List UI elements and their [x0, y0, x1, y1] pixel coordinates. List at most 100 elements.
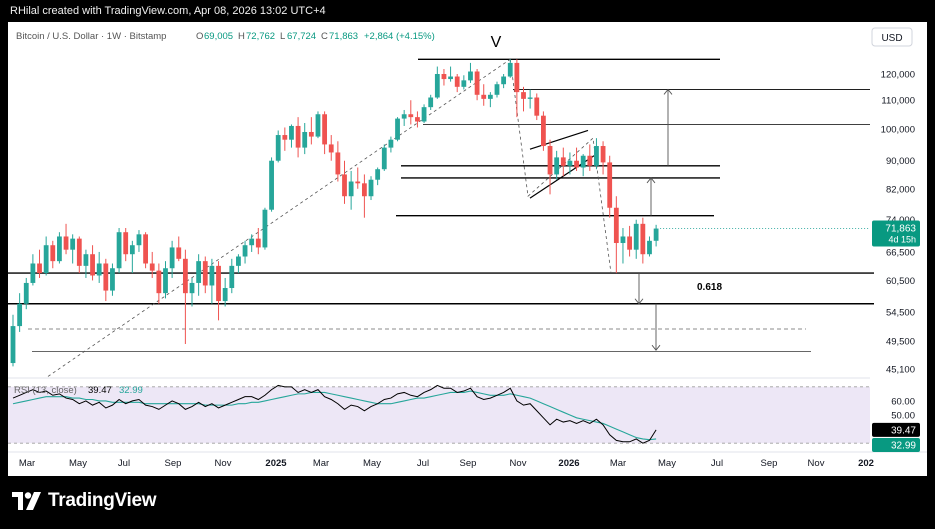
candle-body — [633, 223, 639, 250]
candle-body — [594, 146, 599, 166]
rsi-ma-tag — [872, 437, 920, 452]
candle — [322, 111, 328, 155]
candle — [627, 225, 632, 257]
ohlc-c-value: 71,863 — [329, 31, 358, 42]
candle — [242, 240, 248, 264]
candle-body — [587, 155, 593, 166]
candle-body — [342, 174, 347, 197]
candle — [216, 261, 221, 321]
candle — [421, 104, 427, 123]
candle-body — [381, 147, 387, 170]
time-tick-label: Sep — [165, 458, 182, 469]
candle-body — [408, 114, 414, 118]
countdown-value: 4d 15h — [888, 235, 916, 245]
ohlc-o-label: O — [196, 31, 203, 42]
candle-body — [103, 263, 109, 291]
candle-body — [580, 155, 586, 168]
candle — [574, 147, 579, 171]
measure-arrowhead — [646, 177, 656, 184]
candle — [415, 111, 420, 128]
candle-body — [156, 270, 162, 294]
candle-body — [494, 84, 500, 95]
price-tick-label: 45,100 — [886, 365, 915, 376]
time-tick-label: 2025 — [265, 458, 287, 469]
price-tick-label: 90,000 — [886, 156, 915, 167]
candle-body — [96, 263, 102, 276]
candle — [50, 240, 56, 269]
candle — [63, 223, 69, 255]
ohlc-change: +2,864 (+4.15%) — [364, 31, 435, 42]
ohlc-h-value: 72,762 — [246, 31, 275, 42]
footer — [0, 476, 935, 529]
candle-body — [627, 236, 632, 250]
time-tick-label: 202 — [858, 458, 874, 469]
candle — [229, 258, 235, 294]
candle — [620, 227, 626, 264]
candle — [547, 139, 553, 195]
candle-body — [90, 254, 95, 276]
candle — [395, 117, 400, 142]
candle-body — [302, 131, 308, 148]
candle — [468, 62, 473, 83]
candle-body — [57, 236, 62, 262]
currency-label: USD — [881, 33, 902, 44]
candle — [90, 245, 95, 281]
candle-body — [640, 223, 646, 255]
candle — [640, 217, 646, 264]
candle — [169, 240, 175, 278]
rsi-title: RSI (13, close) — [14, 385, 77, 396]
candle-body — [149, 263, 155, 271]
candle — [295, 117, 301, 158]
last-price-tag — [872, 220, 920, 247]
candle — [189, 277, 195, 307]
candle — [474, 69, 480, 101]
candle — [434, 66, 440, 99]
candle — [348, 170, 354, 210]
candle-body — [129, 245, 135, 255]
candle-body — [574, 160, 579, 168]
candle — [647, 236, 652, 257]
candle — [368, 176, 374, 201]
rsi-band-layer — [8, 377, 870, 444]
rsi-ma-legend: 32.99 — [119, 385, 143, 396]
candle — [521, 86, 526, 112]
candle-body — [534, 97, 540, 116]
candle — [514, 59, 520, 118]
candle-body — [23, 282, 29, 304]
ohlc-l-label: L — [280, 31, 285, 42]
candle — [355, 167, 361, 189]
drawings-layer: V 0.618 — [8, 34, 874, 377]
candle-body — [428, 97, 434, 108]
price-tick-label: 66,500 — [886, 247, 915, 258]
candle-body — [308, 131, 314, 137]
candle-body — [388, 139, 394, 148]
candle — [600, 141, 606, 175]
candle — [282, 127, 288, 151]
candle — [23, 277, 29, 310]
candle-body — [83, 254, 89, 266]
candle-body — [613, 207, 619, 244]
candle-body — [395, 118, 400, 140]
candle — [315, 111, 321, 139]
candle-body — [275, 135, 281, 161]
currency-button[interactable]: USD — [871, 27, 913, 47]
candle — [527, 89, 533, 109]
candle — [136, 230, 142, 252]
price-chart[interactable]: Bitcoin / U.S. Dollar · 1W · Bitstamp O … — [8, 22, 927, 476]
candle-body — [514, 62, 520, 93]
candle-body — [620, 236, 626, 244]
candle — [269, 157, 274, 212]
time-tick-label: Jul — [118, 458, 130, 469]
candle — [123, 227, 129, 262]
time-tick-label: Nov — [510, 458, 527, 469]
candle-body — [375, 169, 381, 180]
chart-panel[interactable]: Bitcoin / U.S. Dollar · 1W · Bitstamp O … — [8, 22, 927, 476]
candle-body — [348, 181, 354, 197]
candle — [302, 122, 308, 155]
time-tick-label: 2026 — [558, 458, 579, 469]
candle-body — [501, 76, 507, 85]
candle-body — [76, 238, 82, 266]
candle-body — [216, 265, 221, 302]
candle-body — [322, 114, 328, 145]
